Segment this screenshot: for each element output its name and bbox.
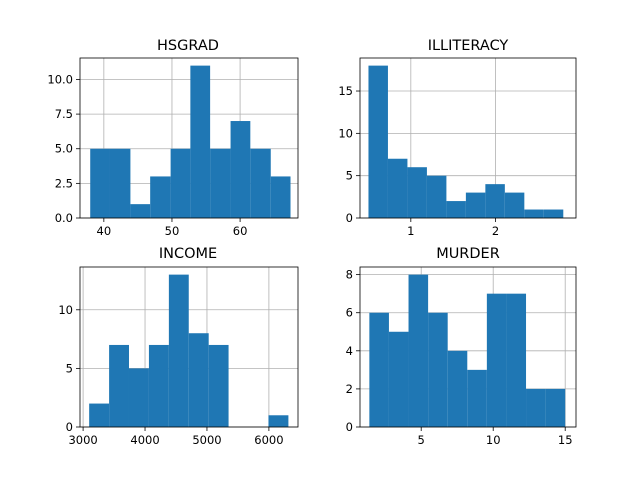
murder-ytick-label-2: 2 [346,382,353,396]
income-bar-10 [268,415,289,427]
hsgrad-ytick-label-1: 0.0 [55,211,73,225]
illiteracy-bar-4 [426,175,447,218]
hsgrad-bar-3 [130,204,151,218]
illiteracy-bar-8 [504,192,525,218]
hsgrad-xtick-label-60: 60 [233,224,248,238]
income-xtick-label-4000: 4000 [130,433,159,447]
income-bar-6 [188,333,209,427]
illiteracy-bar-1 [368,65,388,219]
illiteracy-ytick-label-4: 15 [338,84,353,98]
hsgrad-bar-7 [210,148,231,218]
income-bar-2 [109,344,129,427]
income-histogram: INCOME 3000 4000 5000 6000 0 5 10 [58,246,299,447]
hsgrad-xtick-label-50: 50 [165,224,180,238]
murder-bar-2 [388,331,409,427]
illiteracy-axes: 1 2 0 5 10 15 [338,57,577,238]
murder-ytick-label-1: 0 [346,420,353,434]
income-bar-5 [168,274,189,427]
murder-axes: 5 10 15 0 2 4 6 8 [346,266,577,447]
murder-xtick-label-15: 15 [558,433,573,447]
hsgrad-xtick-label-40: 40 [97,224,112,238]
illiteracy-frame [359,57,577,219]
hsgrad-title: HSGRAD [157,38,219,54]
hsgrad-histogram: HSGRAD 40 50 60 0.0 2.5 5.0 7.5 10.0 [47,38,299,238]
hsgrad-bar-4 [150,176,171,218]
murder-bar-7 [486,293,507,427]
illiteracy-bar-6 [465,192,486,218]
illiteracy-xtick-label-2: 2 [492,224,499,238]
illiteracy-bar-7 [485,184,505,218]
murder-bar-4 [428,312,448,427]
hsgrad-frame [79,57,299,219]
income-xtick-label-5000: 5000 [192,433,221,447]
murder-bars [369,274,566,427]
murder-bar-3 [408,274,429,427]
hsgrad-ytick-label-4: 7.5 [55,107,73,121]
illiteracy-bar-3 [407,167,427,218]
murder-bar-10 [545,388,566,427]
illiteracy-xtick-label-1: 1 [407,224,414,238]
income-bars [89,274,289,427]
murder-xtick-label-5: 5 [418,433,425,447]
illiteracy-bar-5 [446,201,466,218]
income-title: INCOME [159,246,217,262]
hsgrad-bar-9 [250,148,271,218]
illiteracy-histogram: ILLITERACY 1 2 0 5 10 15 [338,38,577,238]
hsgrad-bar-1 [90,148,110,218]
income-frame [79,266,299,428]
murder-bar-1 [369,312,389,427]
murder-ytick-label-5: 8 [346,268,353,282]
illiteracy-bar-9 [524,209,544,218]
illiteracy-bar-10 [543,209,564,218]
income-ytick-label-2: 5 [66,361,73,375]
murder-title: MURDER [436,246,500,262]
illiteracy-bars [368,65,564,219]
illiteracy-ytick-label-1: 0 [346,211,353,225]
income-bar-4 [148,344,169,427]
illiteracy-title: ILLITERACY [428,38,509,54]
hsgrad-bar-2 [109,148,131,218]
income-bar-3 [128,368,149,427]
income-bar-1 [89,403,110,427]
income-axes: 3000 4000 5000 6000 0 5 10 [58,266,299,447]
income-ytick-label-3: 10 [58,303,73,317]
illiteracy-ytick-label-3: 10 [338,126,353,140]
murder-bar-8 [506,293,527,427]
income-xtick-label-3000: 3000 [68,433,97,447]
murder-bar-6 [467,369,487,427]
hsgrad-bars [90,65,291,219]
hsgrad-bar-5 [170,148,191,218]
income-xtick-label-6000: 6000 [254,433,283,447]
hsgrad-ytick-label-2: 2.5 [55,176,73,190]
income-bar-7 [208,344,229,427]
illiteracy-ytick-label-2: 5 [346,169,353,183]
hsgrad-ytick-label-3: 5.0 [55,142,73,156]
murder-bar-5 [447,350,468,427]
murder-xtick-label-10: 10 [486,433,501,447]
hsgrad-bar-8 [230,121,251,218]
hsgrad-bar-10 [270,176,291,218]
income-ytick-label-1: 0 [66,420,73,434]
hsgrad-axes: 40 50 60 0.0 2.5 5.0 7.5 10.0 [47,57,299,238]
hsgrad-bar-6 [190,65,211,219]
hsgrad-ytick-label-5: 10.0 [47,72,73,86]
murder-frame [359,266,577,428]
murder-ytick-label-3: 4 [346,344,353,358]
murder-bar-9 [526,388,546,427]
murder-histogram: MURDER 5 10 15 0 2 4 6 8 [346,246,577,447]
illiteracy-bar-2 [387,158,408,218]
murder-ytick-label-4: 6 [346,306,353,320]
